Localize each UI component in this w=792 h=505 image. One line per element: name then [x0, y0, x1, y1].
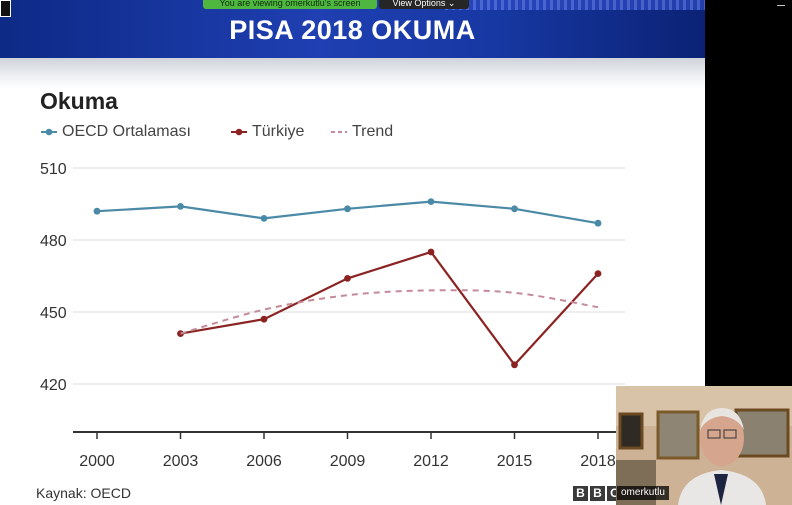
- data-point-oecd: [344, 205, 351, 213]
- data-point-turkiye: [594, 270, 602, 277]
- share-notice: You are viewing omerkutlu's screen: [203, 0, 377, 9]
- data-point-turkiye: [344, 275, 351, 282]
- x-tick-label: 2012: [413, 453, 449, 470]
- participant-name: omerkutlu: [617, 486, 669, 500]
- x-tick-label: 2009: [330, 453, 366, 470]
- data-point-turkiye: [427, 248, 435, 256]
- slide-banner: PISA 2018 OKUMA: [0, 0, 705, 58]
- y-tick-label: 420: [40, 377, 67, 394]
- banner-shadow: [0, 58, 705, 88]
- chart-title: Okuma: [40, 88, 118, 114]
- view-options-label: View Options: [392, 0, 446, 8]
- x-tick-label: 2015: [497, 453, 533, 470]
- data-point-turkiye: [511, 361, 518, 369]
- y-tick-label: 510: [40, 161, 67, 178]
- x-tick-label: 2003: [163, 453, 199, 470]
- legend-label-turkiye: Türkiye: [252, 123, 305, 140]
- presentation-slide: PISA 2018 OKUMA Okuma OECD Ortalaması Tü…: [0, 0, 705, 505]
- legend-swatch-turkiye: [231, 128, 247, 136]
- minimize-icon[interactable]: ─: [777, 0, 785, 12]
- view-options-button[interactable]: View Options ⌄: [379, 0, 469, 9]
- slide-title: PISA 2018 OKUMA: [229, 15, 476, 45]
- window-control-icon[interactable]: [0, 0, 11, 17]
- x-tick-label: 2006: [246, 453, 282, 470]
- data-point-oecd: [594, 219, 602, 227]
- bbc-letter: B: [573, 486, 588, 501]
- data-point-oecd: [260, 215, 268, 222]
- x-tick-label: 2018: [580, 453, 616, 470]
- reading-line-chart: 420 450 480 510 2000 2003 2006 2009 2012 2015 2018: [40, 161, 625, 470]
- series-line-oecd: [96, 200, 599, 225]
- data-point-turkiye: [260, 315, 268, 323]
- legend-label-oecd: OECD Ortalaması: [62, 123, 191, 140]
- data-point-oecd: [511, 205, 518, 213]
- y-tick-label: 480: [40, 233, 67, 250]
- legend-label-trend: Trend: [352, 123, 394, 140]
- data-point-oecd: [177, 203, 184, 210]
- chevron-down-icon: ⌄: [445, 0, 456, 8]
- bbc-letter: B: [590, 486, 605, 501]
- webcam-video: [616, 386, 792, 505]
- participant-video-frame: [616, 386, 792, 505]
- legend-swatch-trend: [331, 131, 347, 133]
- legend-swatch-oecd: [41, 128, 57, 136]
- data-point-oecd: [427, 198, 435, 205]
- source-note: Kaynak: OECD: [36, 485, 131, 501]
- data-point-oecd: [93, 207, 101, 215]
- x-tick-label: 2000: [79, 453, 115, 470]
- series-line-trend: [180, 289, 599, 335]
- series-line-turkiye: [180, 250, 599, 367]
- y-tick-label: 450: [40, 305, 67, 322]
- banner-decoration: [445, 0, 705, 10]
